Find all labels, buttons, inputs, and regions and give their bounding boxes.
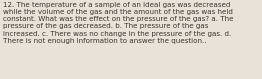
Text: 12. The temperature of a sample of an ideal gas was decreased
while the volume o: 12. The temperature of a sample of an id… — [3, 2, 234, 44]
